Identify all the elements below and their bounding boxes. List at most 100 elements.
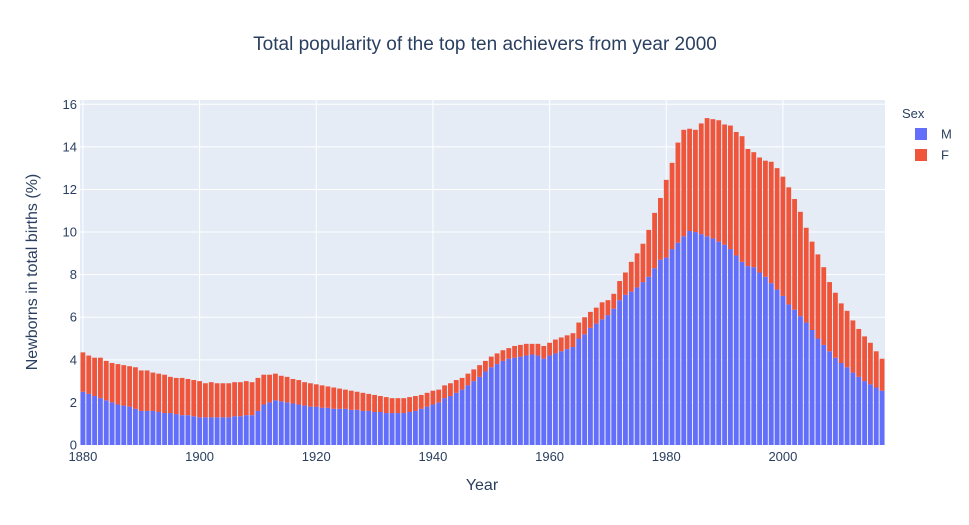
bar-f-1960[interactable] (547, 342, 552, 356)
bar-m-1950[interactable] (488, 367, 494, 445)
bar-m-1895[interactable] (168, 413, 173, 445)
bar-m-1893[interactable] (156, 411, 162, 445)
bar-f-1927[interactable] (354, 391, 360, 410)
bar-f-1892[interactable] (150, 372, 156, 411)
bar-m-1899[interactable] (191, 416, 197, 445)
bar-m-1973[interactable] (623, 294, 628, 445)
bar-f-1925[interactable] (343, 389, 348, 409)
bar-m-1997[interactable] (763, 276, 768, 445)
bar-m-1929[interactable] (366, 410, 372, 445)
bar-f-2006[interactable] (815, 254, 821, 339)
bar-m-1958[interactable] (535, 355, 541, 445)
bar-f-1987[interactable] (704, 118, 710, 237)
bar-m-1991[interactable] (728, 249, 733, 445)
bar-m-1985[interactable] (693, 232, 698, 445)
bar-m-2005[interactable] (809, 330, 815, 445)
bar-m-1998[interactable] (768, 283, 774, 445)
bar-m-1977[interactable] (646, 276, 652, 445)
bar-m-1954[interactable] (512, 357, 517, 445)
bar-f-2012[interactable] (850, 320, 856, 373)
bar-f-1965[interactable] (576, 322, 582, 339)
bar-m-1995[interactable] (751, 267, 757, 445)
bar-m-1949[interactable] (483, 371, 488, 445)
bar-f-1994[interactable] (745, 148, 751, 267)
bar-f-1995[interactable] (751, 152, 757, 268)
bar-f-1962[interactable] (558, 337, 564, 352)
bar-m-1910[interactable] (255, 410, 261, 445)
bar-f-1889[interactable] (133, 367, 138, 409)
bar-f-1983[interactable] (681, 129, 687, 237)
bar-m-1896[interactable] (173, 414, 179, 445)
bar-f-1955[interactable] (518, 344, 523, 357)
bar-f-1896[interactable] (173, 377, 179, 415)
bar-f-2002[interactable] (792, 199, 797, 310)
bar-f-1934[interactable] (395, 398, 401, 414)
bar-m-2007[interactable] (821, 344, 827, 445)
bar-f-1914[interactable] (278, 375, 284, 402)
bar-f-2003[interactable] (798, 211, 803, 317)
bar-f-2013[interactable] (856, 328, 862, 377)
bar-f-1897[interactable] (179, 377, 185, 416)
bar-m-1889[interactable] (133, 408, 138, 445)
bar-f-1952[interactable] (500, 350, 506, 361)
bar-f-1985[interactable] (693, 129, 698, 233)
bar-f-2015[interactable] (868, 342, 873, 385)
bar-f-1883[interactable] (98, 357, 103, 399)
bar-m-1916[interactable] (290, 403, 296, 445)
bar-m-2015[interactable] (868, 384, 873, 445)
bar-f-1951[interactable] (494, 353, 500, 365)
bar-f-1948[interactable] (477, 365, 482, 377)
bar-m-1894[interactable] (162, 413, 167, 445)
bar-f-2001[interactable] (786, 187, 792, 305)
bar-f-1993[interactable] (739, 136, 745, 262)
bar-f-1991[interactable] (728, 125, 733, 250)
bar-m-1891[interactable] (144, 410, 150, 445)
bar-m-1955[interactable] (518, 356, 523, 445)
bar-m-1917[interactable] (296, 404, 302, 445)
bar-f-1998[interactable] (768, 161, 774, 284)
bar-f-1982[interactable] (675, 142, 681, 243)
bar-m-1880[interactable] (80, 391, 86, 445)
bar-m-1948[interactable] (477, 376, 482, 445)
bar-m-1911[interactable] (261, 404, 267, 445)
bar-m-1928[interactable] (360, 410, 366, 445)
bar-m-1921[interactable] (319, 407, 325, 445)
bar-f-1958[interactable] (535, 343, 541, 356)
bar-f-1893[interactable] (156, 373, 162, 412)
bar-f-1961[interactable] (553, 339, 558, 354)
bar-m-1906[interactable] (232, 416, 237, 445)
bar-m-1939[interactable] (424, 406, 430, 445)
bar-f-1902[interactable] (208, 382, 214, 418)
bar-m-1890[interactable] (138, 410, 144, 445)
bar-m-1965[interactable] (576, 338, 582, 445)
bar-f-1894[interactable] (162, 374, 167, 414)
bar-m-1940[interactable] (430, 404, 436, 445)
bar-m-1962[interactable] (558, 351, 564, 445)
bars[interactable] (80, 118, 885, 446)
bar-m-2003[interactable] (798, 316, 803, 445)
bar-m-2000[interactable] (780, 295, 786, 445)
bar-m-1982[interactable] (675, 242, 681, 445)
bar-f-1972[interactable] (617, 281, 622, 301)
bar-f-1986[interactable] (698, 123, 704, 235)
bar-m-1931[interactable] (378, 411, 383, 445)
bar-f-1915[interactable] (284, 376, 290, 403)
bar-f-1974[interactable] (628, 261, 634, 292)
bar-f-1978[interactable] (652, 212, 657, 269)
bar-m-1959[interactable] (541, 358, 547, 445)
bar-m-1961[interactable] (553, 353, 558, 445)
bar-f-1917[interactable] (296, 380, 302, 405)
bar-f-1884[interactable] (103, 360, 109, 401)
bar-f-1888[interactable] (127, 366, 132, 407)
bar-m-2002[interactable] (792, 309, 797, 445)
bar-f-1967[interactable] (588, 311, 593, 328)
bar-m-1996[interactable] (757, 272, 762, 446)
bar-f-1882[interactable] (92, 357, 97, 397)
bar-f-1946[interactable] (465, 373, 471, 386)
bar-f-1953[interactable] (506, 348, 512, 359)
bar-m-1903[interactable] (214, 417, 220, 445)
bar-m-1976[interactable] (640, 282, 646, 445)
bar-m-1897[interactable] (179, 415, 185, 445)
bar-f-1930[interactable] (372, 394, 377, 412)
bar-f-1968[interactable] (593, 307, 599, 324)
